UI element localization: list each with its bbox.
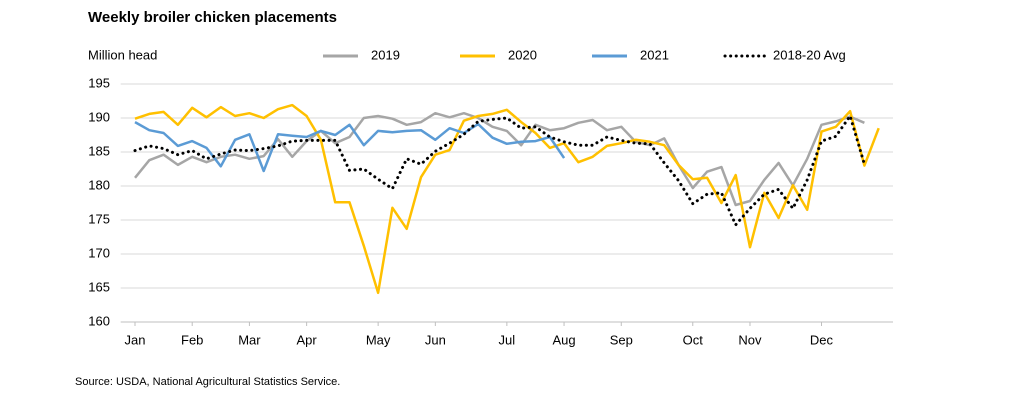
y-tick-label: 165 [88, 279, 110, 294]
legend-label: 2021 [640, 47, 669, 62]
chart-title: Weekly broiler chicken placements [88, 9, 337, 26]
x-tick-label: Oct [683, 332, 704, 347]
x-tick-label: Aug [552, 332, 575, 347]
series-line [133, 114, 866, 227]
series-line [134, 103, 880, 295]
legend-label: 2020 [508, 47, 537, 62]
y-tick-label: 180 [88, 177, 110, 192]
y-tick-label: 160 [88, 313, 110, 328]
x-tick-label: Nov [738, 332, 762, 347]
x-tick-label: Mar [238, 332, 261, 347]
x-tick-label: Dec [810, 332, 834, 347]
x-tick-label: Feb [181, 332, 203, 347]
x-tick-label: Jul [499, 332, 516, 347]
x-tick-label: Jun [425, 332, 446, 347]
series-line [134, 121, 566, 173]
x-tick-label: Apr [297, 332, 318, 347]
y-tick-label: 185 [88, 143, 110, 158]
source: Source: USDA, National Agricultural Stat… [75, 376, 340, 388]
y-tick-label: 190 [88, 109, 110, 124]
y-tick-label: 195 [88, 75, 110, 90]
legend-label: 2019 [371, 47, 400, 62]
y-tick-label: 175 [88, 211, 110, 226]
x-tick-label: Sep [610, 332, 633, 347]
series-line [134, 111, 865, 207]
legend-label: 2018-20 Avg [773, 47, 846, 62]
x-tick-label: Jan [125, 332, 146, 347]
x-tick-label: May [366, 332, 391, 347]
y-tick-label: 170 [88, 245, 110, 260]
y-axis-label: Million head [88, 47, 157, 62]
